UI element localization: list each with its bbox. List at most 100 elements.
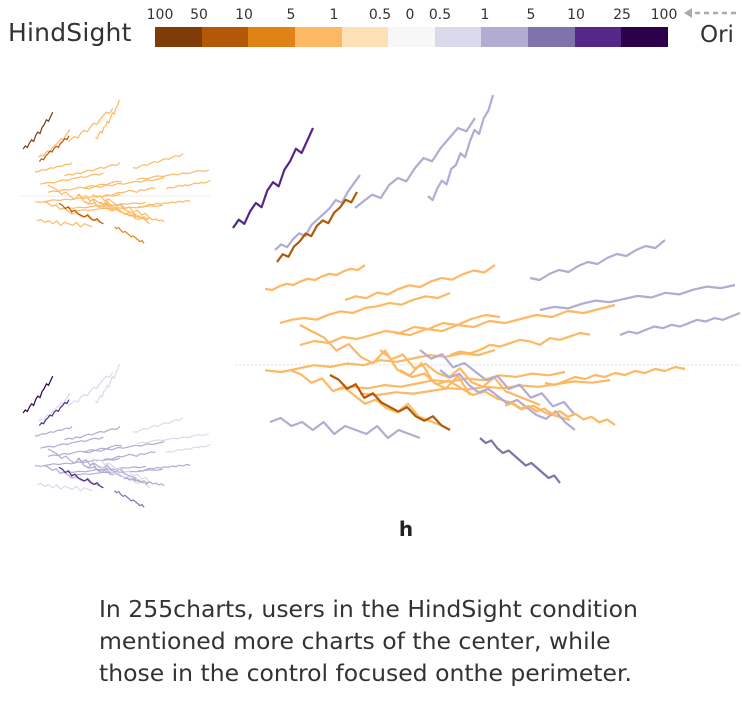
minimap-line [58,466,104,489]
series-line [344,264,496,302]
minimap-line [34,426,73,437]
legend-tick-label: 50 [190,7,208,23]
minimap-line [22,375,54,414]
legend-swatch [201,27,249,47]
legend-swatch [481,27,529,47]
legend-swatch [155,27,202,47]
legend-tick-label: 0.5 [368,7,392,23]
legend-tick-label: 1 [480,7,490,23]
minimap-line [47,448,112,476]
series-line [427,94,495,202]
legend-tick-label: 25 [613,7,631,23]
legend-tick-label: 0.5 [428,7,452,23]
minimap-line [34,162,73,173]
series-line [394,303,616,337]
minimap-line [132,417,184,433]
minimap-line [138,199,191,208]
minimap-line [67,372,114,407]
series-line [449,331,591,357]
minimap-control [22,363,211,508]
minimap-line [132,153,184,169]
minimap-line [77,457,137,480]
minimap-line [166,179,211,190]
minimap-line [40,172,104,185]
minimap-line [22,111,54,150]
series-line [299,324,471,396]
legend-swatch [388,27,435,47]
legend-swatch [574,27,622,47]
minimap-line [82,441,165,454]
minimap-line [103,451,156,461]
minimap-line [34,457,121,467]
minimap-line [38,399,70,426]
series-line [354,117,476,209]
legend-right-label: Ori [700,22,734,48]
minimap-line [38,393,71,422]
minimap-line [38,135,70,162]
series-line [329,374,451,431]
legend-tick-label: 100 [146,7,174,23]
minimap-line [91,193,151,219]
legend-tick-label: 100 [650,7,678,23]
legend-color-scale [155,27,669,47]
legend-swatch [528,27,575,47]
series-line [504,401,616,426]
series-line [274,174,361,251]
minimap-line [82,177,165,190]
minimap-line [166,443,211,454]
legend-swatch [294,27,342,47]
legend-swatch [434,27,482,47]
minimap-line [77,193,137,216]
series-line [359,378,611,397]
minimap-line [47,444,122,457]
panel-label: h [398,517,414,541]
legend-tick-label: 1 [329,7,339,23]
minimap-line [114,226,145,244]
series-line [279,291,451,325]
minimap-line [38,129,71,158]
legend-swatch [248,27,295,47]
minimap-line [36,218,93,228]
minimap-line [138,463,191,472]
series-line [479,437,561,484]
minimap-line [58,202,104,225]
minimap-line [47,180,122,193]
minimap-line [64,162,121,177]
arrow-icon [684,8,736,18]
series-line [539,283,736,312]
minimap-line [114,490,145,508]
legend-left-label: HindSight [8,18,132,47]
minimap-line [64,426,121,441]
minimap-line [36,482,93,492]
legend-swatch [341,27,389,47]
legend-tick-label: 10 [567,7,585,23]
minimap-line [94,99,120,140]
minimap-line [136,169,209,180]
minimap-line [123,477,165,487]
series-line [379,349,541,407]
minimap-line [47,184,112,212]
series-line [544,365,686,387]
legend-swatch [621,27,669,47]
minimap-hindsight [22,99,211,244]
series-line [419,349,576,416]
minimap-line [91,457,151,483]
minimap-line [40,436,104,449]
series-line [269,416,421,440]
series-line [276,191,358,263]
legend-tick-label: 10 [235,7,253,23]
minimap-line [43,465,100,487]
legend-tick-label: 5 [286,7,296,23]
series-line [619,311,741,337]
series-layer [232,94,741,484]
series-line [232,127,315,229]
caption: In 255charts, users in the HindSight con… [99,595,638,687]
minimap-line [67,108,114,143]
series-line [289,368,441,427]
minimap-line [94,363,120,404]
legend-tick-label: 0 [405,7,415,23]
minimap-line [123,213,165,223]
series-line [264,348,496,374]
legend-tick-label: 5 [526,7,536,23]
minimap-line [136,433,209,444]
